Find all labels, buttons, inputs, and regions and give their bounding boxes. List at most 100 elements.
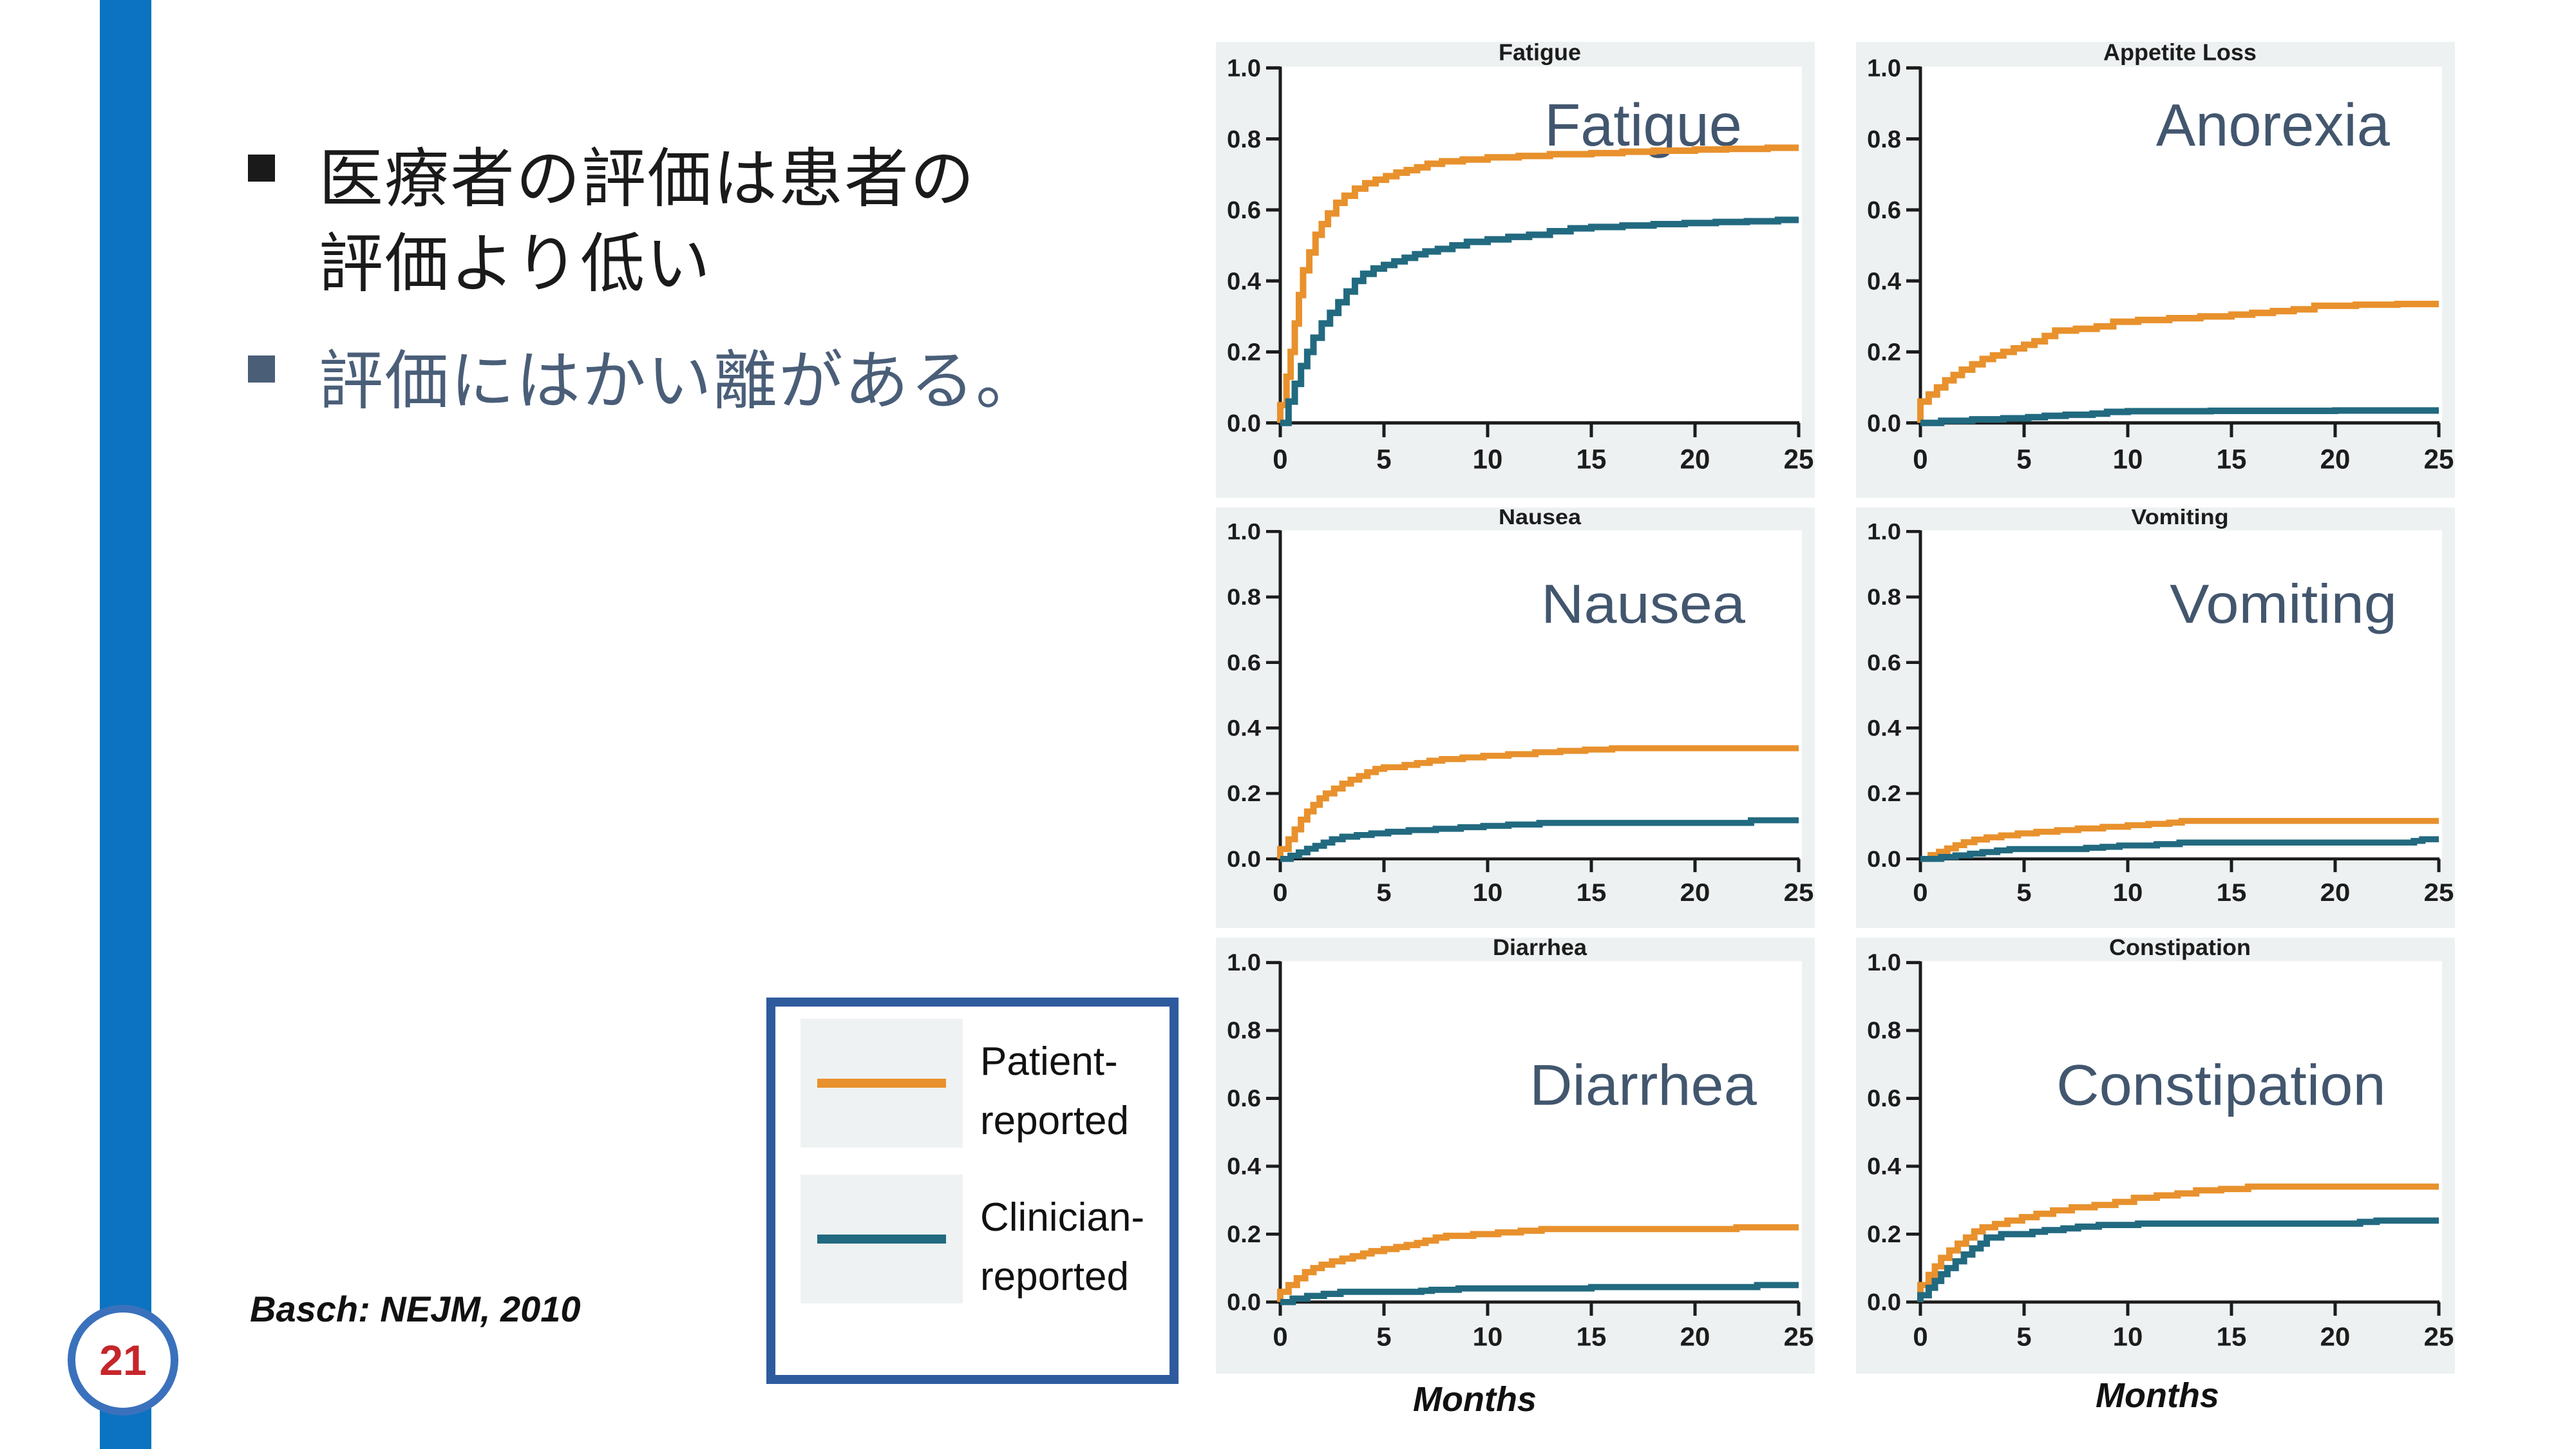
constipation-patient-curve (1917, 1183, 2439, 1302)
x-tick-label: 25 (1784, 878, 1814, 906)
plot-area (1280, 961, 1802, 1302)
y-tick-label: 0.0 (1867, 410, 1901, 437)
plot-area (1920, 66, 2442, 423)
bullet-text-line: 評価より低い (319, 228, 712, 300)
x-tick-label: 10 (1473, 1322, 1503, 1351)
x-tick-label: 5 (2016, 444, 2031, 474)
x-tick-label: 20 (1680, 878, 1710, 906)
legend-box: Patient- reported Clinician- reported (766, 998, 1179, 1384)
overlay-label-constipation: Constipation (2056, 1054, 2385, 1117)
x-tick-label: 0 (1273, 1322, 1287, 1351)
x-tick-label: 15 (1577, 878, 1607, 906)
fatigue-clinician-curve (1280, 216, 1799, 426)
x-tick-label: 0 (1273, 444, 1287, 474)
y-tick-label: 0.4 (1867, 267, 1902, 295)
x-tick-label: 5 (1376, 878, 1391, 906)
diarrhea-patient-curve (1277, 1224, 1799, 1302)
chart-panel-fatigue: 0.0 0.2 0.4 0.6 0.8 1.0 0 5 10 15 20 25 Fatigue Fatig… (1216, 42, 1815, 498)
x-tick-label: 10 (2113, 878, 2143, 906)
x-tick-label: 15 (2217, 1322, 2247, 1351)
y-tick-label: 1.0 (1867, 519, 1901, 545)
page-number-badge: 21 (68, 1305, 178, 1416)
chart-constipation: 0.0 0.2 0.4 0.6 0.8 1.0 0 5 10 15 20 25 Constipation… (1867, 938, 2454, 1351)
chart-panel-diarrhea: 0.0 0.2 0.4 0.6 0.8 1.0 0 5 10 15 20 25 Diarrhea Diar… (1216, 938, 1815, 1374)
chart-panel-nausea: 0.0 0.2 0.4 0.6 0.8 1.0 0 5 10 15 20 25 Nausea Nausea (1216, 507, 1815, 928)
legend-swatch-clinician (800, 1175, 963, 1303)
x-tick-label: 15 (2217, 878, 2247, 906)
chart-fatigue: 0.00.20.40.60.81.00 5 10 15 20 25FatigueFatig… (1227, 42, 1814, 475)
y-tick-label: 0.6 (1227, 1085, 1261, 1112)
y-tick-label: 0.2 (1867, 1221, 1901, 1247)
nausea-patient-curve (1277, 745, 1799, 859)
plot-area (1920, 530, 2442, 859)
x-axis-label-months-right: Months (2096, 1376, 2219, 1415)
x-tick-label: 5 (2016, 1322, 2031, 1351)
x-tick-label: 15 (1577, 444, 1607, 474)
x-tick-label: 25 (1784, 444, 1814, 474)
appetite-loss-patient-curve (1917, 300, 2439, 423)
bullet-marker (248, 155, 275, 182)
y-tick-label: 0.2 (1227, 1221, 1261, 1247)
x-tick-label: 25 (1784, 1322, 1814, 1351)
y-tick-label: 1.0 (1867, 949, 1901, 976)
overlay-label-vomiting: Vomiting (2170, 573, 2397, 634)
legend-label-line: Clinician- (980, 1195, 1144, 1240)
y-tick-label: 0.6 (1867, 196, 1901, 224)
diarrhea-clinician-curve (1280, 1282, 1799, 1305)
y-tick-label: 0.6 (1227, 650, 1261, 676)
legend-label-clinician: Clinician- reported (980, 1188, 1144, 1307)
nausea-clinician-curve (1280, 817, 1799, 862)
y-tick-label: 1.0 (1227, 519, 1261, 545)
x-tick-label: 0 (1913, 878, 1927, 906)
x-tick-label: 5 (2016, 878, 2031, 906)
y-tick-label: 0.8 (1227, 1017, 1261, 1043)
y-tick-label: 0.2 (1227, 781, 1261, 806)
chart-title-constipation: Constipation (2109, 938, 2251, 960)
legend-label-patient: Patient- reported (980, 1032, 1129, 1151)
x-tick-label: 0 (1913, 1322, 1927, 1351)
x-tick-label: 20 (1680, 1322, 1710, 1351)
y-tick-label: 0.0 (1227, 1289, 1261, 1315)
fatigue-patient-curve (1277, 144, 1799, 423)
bullet-marker (248, 355, 275, 383)
chart-nausea: 0.0 0.2 0.4 0.6 0.8 1.0 0 5 10 15 20 25 Nausea Nausea (1227, 507, 1814, 907)
y-tick-label: 0.2 (1867, 338, 1901, 366)
plot-area (1280, 530, 1802, 859)
legend-label-line: reported (980, 1098, 1129, 1143)
chart-title-vomiting: Vomiting (2131, 507, 2228, 529)
y-tick-label: 0.8 (1867, 126, 1901, 153)
y-tick-label: 0.0 (1867, 846, 1901, 872)
y-tick-label: 0.4 (1867, 1153, 1901, 1179)
chart-title-nausea: Nausea (1499, 507, 1582, 529)
overlay-label-nausea: Nausea (1541, 573, 1746, 634)
y-tick-label: 0.0 (1227, 846, 1261, 872)
y-tick-label: 0.2 (1227, 338, 1261, 366)
x-tick-label: 5 (1376, 444, 1391, 474)
x-axis-label-months-left: Months (1413, 1380, 1537, 1419)
x-tick-label: 25 (2424, 444, 2454, 474)
x-tick-label: 20 (1680, 444, 1710, 474)
chart-panel-vomiting: 0.0 0.2 0.4 0.6 0.8 1.0 0 5 10 15 20 25 Vomiting Vomi… (1856, 507, 2455, 928)
y-tick-label: 1.0 (1227, 949, 1261, 976)
bullet-text-line: 医療者の評価は患者の (319, 143, 976, 215)
y-tick-label: 0.8 (1227, 584, 1261, 610)
y-tick-label: 0.8 (1867, 584, 1901, 610)
chart-panel-constipation: 0.0 0.2 0.4 0.6 0.8 1.0 0 5 10 15 20 25 Constipation… (1856, 938, 2455, 1374)
chart-title-appetite-loss: Appetite Loss (2103, 42, 2257, 65)
chart-panel-appetite-loss: 0.0 0.2 0.4 0.6 0.8 1.0 0 5 10 15 20 25 Appetite Los… (1856, 42, 2455, 498)
x-tick-label: 0 (1273, 878, 1287, 906)
x-tick-label: 10 (2113, 444, 2143, 474)
x-tick-label: 15 (1577, 1322, 1607, 1351)
overlay-label-appetite-loss: Anorexia (2156, 91, 2391, 159)
y-tick-label: 0.2 (1867, 781, 1901, 806)
x-tick-label: 10 (1473, 444, 1503, 474)
x-tick-label: 15 (2217, 444, 2247, 474)
legend-swatch-patient (800, 1019, 963, 1148)
plot-area (1280, 66, 1802, 423)
x-tick-label: 20 (2320, 444, 2351, 474)
chart-vomiting: 0.0 0.2 0.4 0.6 0.8 1.0 0 5 10 15 20 25 Vomiting Vomi… (1867, 507, 2454, 907)
y-tick-label: 0.6 (1867, 650, 1901, 676)
chart-title-fatigue: Fatigue (1499, 42, 1581, 65)
y-tick-label: 0.8 (1227, 126, 1261, 153)
